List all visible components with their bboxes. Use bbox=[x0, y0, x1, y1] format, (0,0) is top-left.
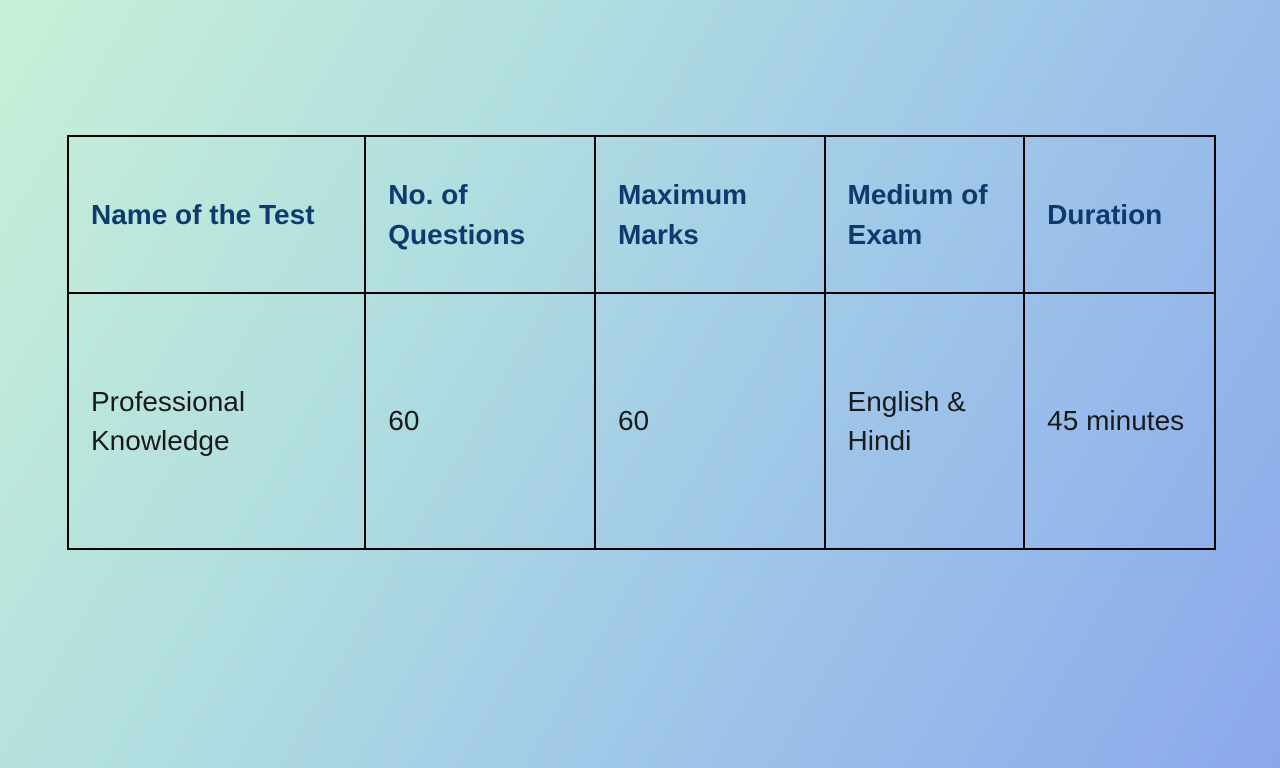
column-header-medium: Medium of Exam bbox=[825, 136, 1025, 293]
table-row: Professional Knowledge 60 60 English & H… bbox=[68, 293, 1215, 549]
table-header: Name of the Test No. of Questions Maximu… bbox=[68, 136, 1215, 293]
table-body: Professional Knowledge 60 60 English & H… bbox=[68, 293, 1215, 549]
column-header-test-name: Name of the Test bbox=[68, 136, 365, 293]
column-header-duration: Duration bbox=[1024, 136, 1215, 293]
cell-duration: 45 minutes bbox=[1024, 293, 1215, 549]
column-header-marks: Maximum Marks bbox=[595, 136, 825, 293]
exam-details-table: Name of the Test No. of Questions Maximu… bbox=[67, 135, 1216, 550]
cell-marks: 60 bbox=[595, 293, 825, 549]
cell-medium: English & Hindi bbox=[825, 293, 1025, 549]
table-header-row: Name of the Test No. of Questions Maximu… bbox=[68, 136, 1215, 293]
exam-details-table-container: Name of the Test No. of Questions Maximu… bbox=[67, 135, 1216, 550]
column-header-questions: No. of Questions bbox=[365, 136, 595, 293]
cell-questions: 60 bbox=[365, 293, 595, 549]
cell-test-name: Professional Knowledge bbox=[68, 293, 365, 549]
